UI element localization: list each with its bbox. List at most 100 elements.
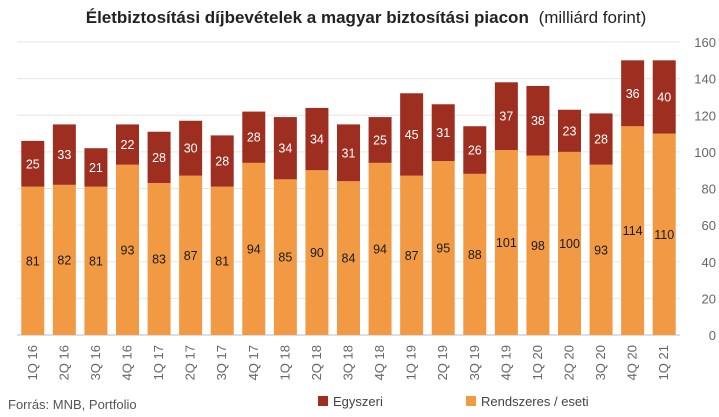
bar-rendszeres	[431, 161, 455, 335]
x-tick-label: 4Q 16	[120, 345, 135, 380]
data-label-egyszeri: 31	[342, 146, 356, 160]
bar-egyszeri	[558, 109, 581, 152]
bar-rendszeres	[526, 155, 550, 335]
data-label-rendszeres: 94	[247, 242, 261, 256]
data-label-egyszeri: 28	[152, 151, 166, 165]
data-label-rendszeres: 95	[436, 242, 450, 256]
data-label-egyszeri: 28	[215, 155, 229, 169]
x-tick-label: 4Q 17	[246, 345, 261, 380]
bar-rendszeres	[589, 164, 613, 335]
data-label-rendszeres: 98	[531, 239, 545, 253]
bar-egyszeri	[210, 135, 234, 187]
x-tick-label: 1Q 18	[277, 345, 292, 380]
y-tick-label: 100	[694, 145, 716, 160]
x-tick-label: 3Q 16	[88, 345, 103, 380]
bar-egyszeri	[337, 124, 360, 182]
chart-title-main: Életbiztosítási díjbevételek a magyar bi…	[86, 8, 529, 27]
data-label-rendszeres: 114	[623, 224, 643, 238]
legend-label: Egyszeri	[333, 394, 383, 409]
data-label-rendszeres: 94	[373, 242, 387, 256]
data-label-egyszeri: 30	[184, 142, 198, 156]
data-label-egyszeri: 22	[121, 138, 135, 152]
bar-egyszeri	[368, 117, 392, 163]
data-label-rendszeres: 90	[310, 246, 324, 260]
x-tick-label: 1Q 20	[530, 345, 545, 380]
x-tick-label: 2Q 17	[183, 345, 198, 380]
x-tick-label: 2Q 20	[562, 345, 577, 380]
data-label-rendszeres: 84	[342, 252, 356, 266]
x-tick-label: 2Q 16	[56, 345, 71, 380]
bars: 81 25 82 33 81 21 93 22 83 28 87 30 81 28 94 28 85 34 90 34…	[21, 60, 676, 335]
data-label-rendszeres: 82	[57, 253, 71, 267]
y-tick-label: 80	[702, 182, 716, 197]
data-label-egyszeri: 21	[89, 161, 103, 175]
data-label-rendszeres: 110	[654, 228, 674, 242]
data-label-rendszeres: 88	[468, 248, 482, 262]
bar-rendszeres	[337, 181, 360, 335]
bar-egyszeri	[589, 113, 613, 165]
bar-rendszeres	[305, 170, 329, 335]
bar-rendszeres	[621, 126, 645, 335]
bar-rendszeres	[368, 162, 392, 335]
data-label-egyszeri: 33	[57, 148, 71, 162]
data-label-egyszeri: 36	[626, 87, 640, 101]
y-tick-label: 60	[702, 218, 716, 233]
y-tick-label: 20	[702, 291, 716, 306]
x-tick-label: 2Q 19	[435, 345, 450, 380]
data-label-egyszeri: 38	[531, 114, 545, 128]
x-tick-label: 4Q 18	[372, 345, 387, 380]
y-axis: 0 20 40 60 80 100 120 140 160	[694, 35, 716, 343]
data-label-egyszeri: 34	[310, 133, 324, 147]
bar-rendszeres	[558, 151, 581, 335]
data-label-egyszeri: 34	[278, 142, 292, 156]
bar-egyszeri	[621, 60, 645, 127]
x-tick-label: 1Q 16	[25, 345, 40, 380]
x-tick-label: 3Q 18	[341, 345, 356, 380]
data-label-egyszeri: 31	[436, 126, 450, 140]
data-label-egyszeri: 28	[247, 131, 261, 145]
bar-rendszeres	[400, 175, 424, 335]
bar-rendszeres	[652, 133, 676, 335]
chart-subtitle: (milliárd forint)	[539, 8, 647, 27]
bar-egyszeri	[400, 93, 424, 176]
bar-rendszeres	[179, 175, 203, 335]
data-label-rendszeres: 87	[184, 249, 198, 263]
x-tick-label: 1Q 21	[656, 345, 671, 380]
bar-rendszeres	[147, 183, 171, 335]
chart-title: Életbiztosítási díjbevételek a magyar bi…	[86, 8, 647, 27]
data-label-rendszeres: 85	[278, 251, 292, 265]
x-tick-label: 3Q 17	[214, 345, 229, 380]
data-label-rendszeres: 81	[215, 254, 229, 268]
bar-rendszeres	[21, 186, 45, 335]
bar-egyszeri	[305, 107, 329, 171]
x-tick-label: 3Q 19	[467, 345, 482, 380]
bar-egyszeri	[84, 148, 108, 187]
bar-rendszeres	[116, 164, 139, 335]
bar-rendszeres	[463, 173, 487, 335]
bar-egyszeri	[526, 85, 550, 156]
bar-egyszeri	[116, 124, 139, 165]
x-tick-label: 4Q 20	[625, 345, 640, 380]
bar-egyszeri	[21, 140, 45, 187]
bar-egyszeri	[147, 131, 171, 184]
bar-rendszeres	[494, 150, 518, 335]
data-label-egyszeri: 26	[468, 144, 482, 158]
bar-rendszeres	[84, 186, 108, 335]
bar-rendszeres	[242, 162, 266, 335]
legend-label: Rendszeres / eseti	[481, 394, 589, 409]
data-label-egyszeri: 25	[373, 133, 387, 147]
bar-egyszeri	[242, 111, 266, 163]
x-axis: 1Q 16 2Q 16 3Q 16 4Q 16 1Q 17 2Q 17 3Q 17 4Q 17…	[25, 345, 671, 380]
bar-egyszeri	[179, 120, 203, 176]
data-label-egyszeri: 37	[499, 110, 513, 124]
bar-rendszeres	[273, 179, 297, 335]
y-tick-label: 140	[694, 72, 716, 87]
data-label-rendszeres: 87	[405, 249, 419, 263]
legend-swatch	[466, 396, 476, 406]
data-label-rendszeres: 81	[26, 254, 40, 268]
y-tick-label: 120	[694, 108, 716, 123]
data-label-egyszeri: 40	[657, 90, 671, 104]
y-tick-label: 40	[702, 255, 716, 270]
bar-rendszeres	[210, 186, 234, 335]
